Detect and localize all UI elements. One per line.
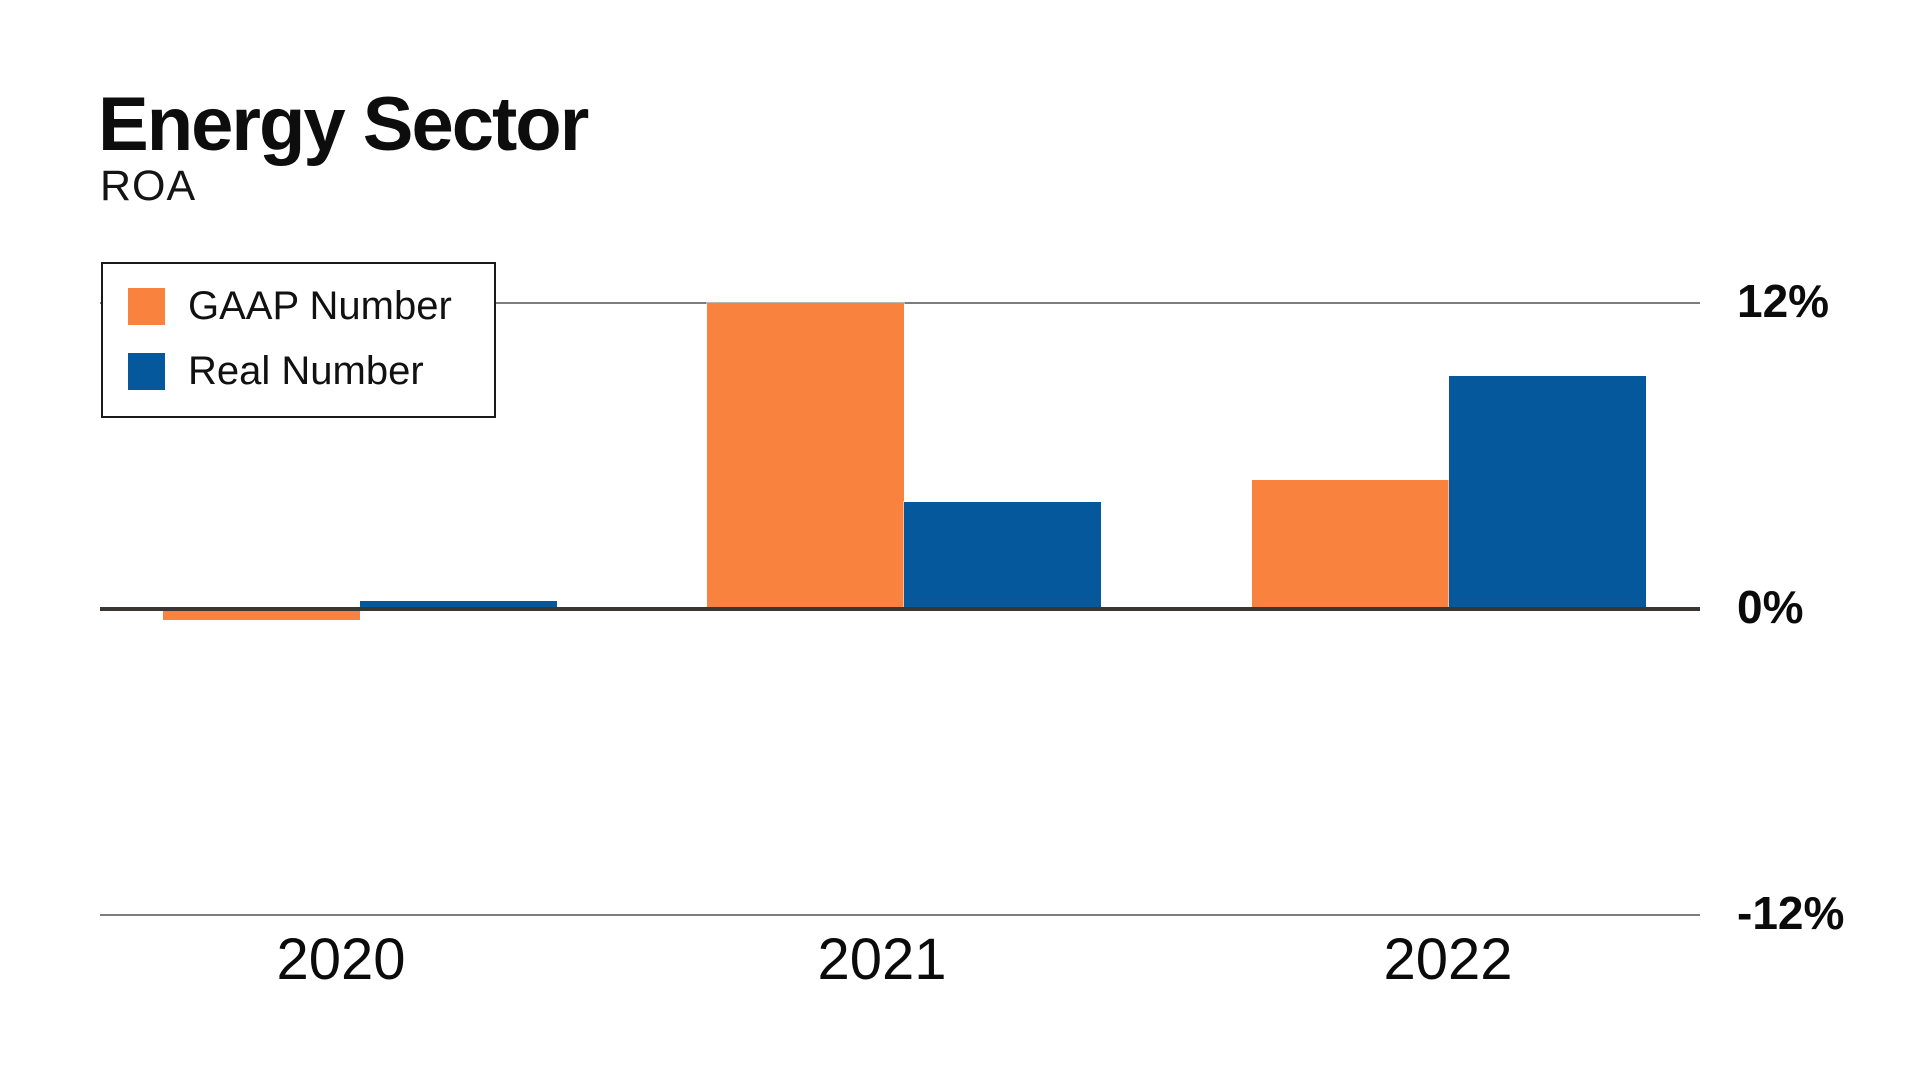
- y-tick-label-12: 12%: [1737, 275, 1830, 327]
- y-tick-label--12: -12%: [1737, 887, 1845, 939]
- x-tick-label-2022: 2022: [1383, 927, 1513, 992]
- legend-swatch-gaap-number: [128, 288, 165, 325]
- legend-item-gaap-number: GAAP Number: [128, 284, 452, 328]
- x-tick-label-2020: 2020: [276, 927, 406, 992]
- legend: GAAP Number Real Number: [101, 262, 496, 418]
- legend-label-gaap-number: GAAP Number: [188, 284, 452, 328]
- bar-gaap-number-2020: [163, 609, 360, 621]
- bar-gaap-number-2021: [707, 303, 904, 609]
- x-tick-label-2021: 2021: [817, 927, 947, 992]
- legend-label-real-number: Real Number: [188, 349, 424, 393]
- bar-real-number-2020: [360, 601, 557, 609]
- bar-real-number-2021: [904, 501, 1101, 609]
- bar-gaap-number-2022: [1252, 480, 1449, 609]
- bar-real-number-2022: [1449, 375, 1646, 609]
- legend-swatch-real-number: [128, 353, 165, 390]
- chart-title: Energy Sector: [98, 82, 589, 167]
- y-tick-label-0: 0%: [1737, 581, 1804, 633]
- chart-subtitle: ROA: [100, 162, 197, 210]
- gridline--12: [100, 914, 1700, 916]
- legend-item-real-number: Real Number: [128, 349, 424, 393]
- x-axis-zero-line: [100, 607, 1700, 611]
